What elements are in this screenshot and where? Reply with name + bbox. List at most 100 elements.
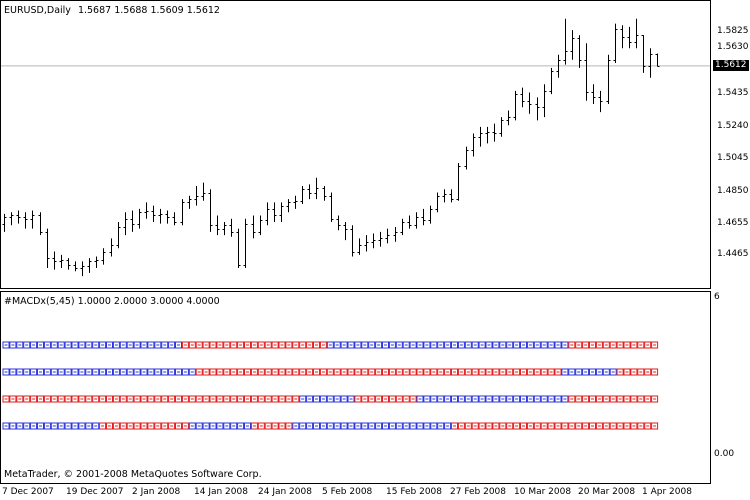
indicator-cell <box>133 368 141 376</box>
indicator-cell <box>140 422 148 430</box>
indicator-cell <box>140 368 148 376</box>
ohlc-bar <box>385 228 390 244</box>
ohlc-bar <box>307 184 312 200</box>
indicator-cell <box>430 395 438 403</box>
ohlc-bar <box>300 185 305 204</box>
indicator-cell <box>375 368 383 376</box>
indicator-cell <box>568 368 576 376</box>
ohlc-bar <box>449 189 454 203</box>
indicator-cell <box>533 395 541 403</box>
indicator-cell <box>78 341 86 349</box>
indicator-cell <box>168 341 176 349</box>
indicator-cell <box>375 341 383 349</box>
indicator-cell <box>361 368 369 376</box>
indicator-cell <box>216 368 224 376</box>
ohlc-bar <box>130 210 135 232</box>
ohlc-bar <box>357 238 362 255</box>
indicator-cell <box>99 422 107 430</box>
indicator-cell <box>285 395 293 403</box>
indicator-cell <box>361 422 369 430</box>
indicator-cell <box>106 395 113 403</box>
ohlc-bar <box>222 222 227 236</box>
ohlc-bar <box>570 30 575 60</box>
indicator-cell <box>513 422 521 430</box>
indicator-cell <box>437 422 445 430</box>
indicator-cell <box>306 395 314 403</box>
indicator-cell <box>195 368 203 376</box>
indicator-cell <box>119 341 127 349</box>
indicator-cell <box>244 422 251 430</box>
indicator-cell <box>368 368 376 376</box>
indicator-cell <box>416 395 424 403</box>
ohlc-bar <box>378 231 383 247</box>
indicator-cell <box>499 395 507 403</box>
ohlc-bar <box>393 226 398 242</box>
ohlc-bar <box>442 189 447 203</box>
indicator-cell <box>554 395 562 403</box>
indicator-cell <box>361 341 369 349</box>
indicator-cell <box>471 395 479 403</box>
indicator-cell <box>71 368 79 376</box>
indicator-cell <box>57 395 65 403</box>
indicator-cell <box>354 368 362 376</box>
indicator-cell <box>340 395 348 403</box>
ohlc-bar <box>73 261 78 272</box>
indicator-cell <box>388 368 396 376</box>
indicator-cell <box>630 368 638 376</box>
indicator-cell <box>395 422 403 430</box>
indicator-cell <box>395 395 403 403</box>
ohlc-bar <box>641 35 646 73</box>
indicator-cell <box>271 395 279 403</box>
indicator-cell <box>313 395 320 403</box>
indicator-cell <box>589 341 596 349</box>
indicator-cell <box>244 395 251 403</box>
ohlc-bar <box>201 182 206 201</box>
ohlc-bar <box>151 205 156 223</box>
ohlc-bar <box>30 210 35 229</box>
indicator-cell <box>568 422 576 430</box>
ohlc-bar <box>194 185 199 206</box>
indicator-cell <box>326 368 334 376</box>
indicator-cell <box>451 422 458 430</box>
indicator-cell <box>575 395 583 403</box>
ohlc-bar <box>23 212 28 229</box>
indicator-axis-top: 6 <box>714 292 720 302</box>
indicator-cell <box>354 341 362 349</box>
indicator-cell <box>223 422 231 430</box>
indicator-cell <box>395 341 403 349</box>
ohlc-bar <box>556 54 561 78</box>
indicator-cell <box>637 341 645 349</box>
indicator-cell <box>147 422 155 430</box>
ohlc-bar <box>542 84 547 118</box>
ohlc-bar <box>329 192 334 223</box>
indicator-cell <box>292 395 300 403</box>
ohlc-bar <box>563 18 568 65</box>
ohlc-bar <box>272 202 277 223</box>
ohlc-bar <box>407 215 412 229</box>
indicator-cell <box>99 341 107 349</box>
time-tick: 2 Jan 2008 <box>132 487 181 497</box>
ohlc-bar <box>208 189 213 232</box>
indicator-cell <box>209 422 217 430</box>
indicator-cell <box>216 341 224 349</box>
indicator-cell <box>140 395 148 403</box>
copyright-label: MetaTrader, © 2001-2008 MetaQuotes Softw… <box>4 469 262 480</box>
indicator-cell <box>216 395 224 403</box>
indicator-cell <box>382 341 389 349</box>
indicator-cell <box>209 368 217 376</box>
indicator-panel[interactable] <box>0 291 711 484</box>
indicator-cell <box>437 395 445 403</box>
indicator-cell <box>402 395 410 403</box>
indicator-cell <box>50 422 58 430</box>
indicator-cell <box>444 395 452 403</box>
indicator-cell <box>119 422 127 430</box>
indicator-cell <box>595 368 603 376</box>
ohlc-bar <box>577 35 582 68</box>
indicator-cell <box>161 341 169 349</box>
price-tick: 1.5045 <box>717 153 749 163</box>
indicator-cell <box>237 368 245 376</box>
indicator-cell <box>347 395 355 403</box>
indicator-cell <box>554 368 562 376</box>
indicator-cell <box>57 422 65 430</box>
indicator-cell <box>430 368 438 376</box>
